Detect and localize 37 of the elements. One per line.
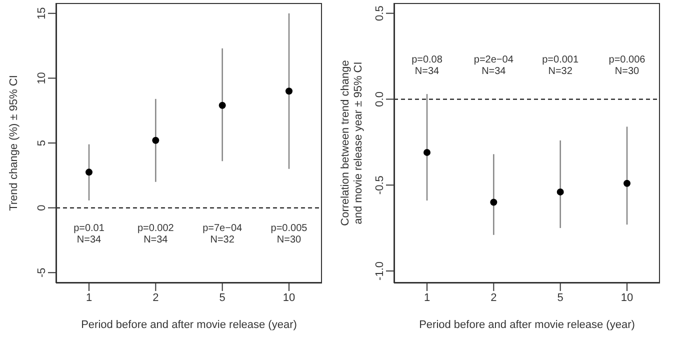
x-axis-title: Period before and after movie release (year) (419, 319, 635, 331)
x-tick-label: 1 (424, 292, 430, 304)
x-axis-title: Period before and after movie release (year) (81, 319, 297, 331)
point (424, 148, 430, 156)
x-tick-label: 5 (557, 292, 564, 304)
y-tick-label: 5 (36, 140, 48, 146)
annotation: p=0.08 N=34 (412, 54, 443, 76)
point (218, 102, 226, 109)
point (286, 88, 292, 95)
annotation: p=0.002 N=34 (137, 222, 174, 246)
annotation: p=0.006 N=30 (608, 54, 646, 76)
x-tick-label: 10 (282, 292, 296, 304)
y-tick-label: 0.5 (374, 6, 386, 21)
annotation: p=0.01 N=34 (74, 222, 105, 246)
y-tick-label: 10 (36, 72, 48, 84)
annotation: p=0.001 N=32 (542, 54, 579, 76)
annotation: p=2e−04 N=34 (474, 54, 514, 76)
y-axis-title: Correlation between trend change and movie release year ± 95% CI (340, 60, 364, 226)
annotation: p=7e−04 N=32 (202, 222, 243, 246)
y-tick-label: 15 (36, 7, 48, 20)
y-axis-title: Trend change (%) ± 95% CI (8, 75, 20, 211)
x-tick-label: 5 (219, 292, 226, 304)
annotation: p=0.005 N=30 (270, 222, 308, 246)
y-tick-label: 0 (36, 204, 48, 211)
point (556, 188, 564, 196)
x-tick-label: 10 (620, 292, 634, 304)
y-tick-label: 0.0 (374, 92, 386, 107)
point (490, 198, 498, 206)
y-tick-label: -1.0 (374, 261, 386, 280)
x-tick-label: 2 (490, 292, 497, 304)
point (624, 180, 630, 187)
x-tick-label: 1 (86, 292, 92, 304)
point (86, 168, 92, 176)
y-tick-label: -0.5 (374, 176, 386, 195)
x-tick-label: 2 (152, 292, 159, 304)
y-tick-label: -5 (36, 268, 48, 278)
point (152, 136, 160, 144)
